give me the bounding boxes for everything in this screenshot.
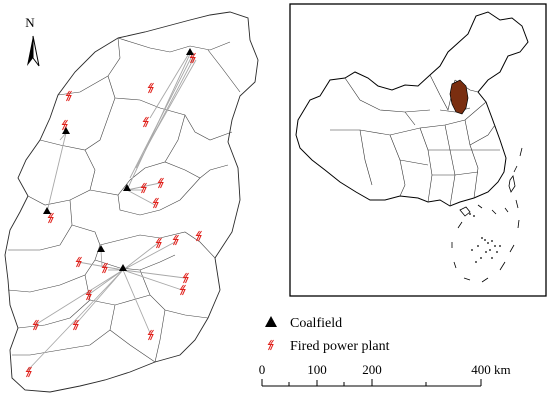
power-plant-marker (156, 237, 162, 249)
legend: Coalfield Fired power plant (265, 316, 390, 354)
power-plant-marker (180, 284, 186, 296)
province-map (4, 11, 259, 393)
north-arrow-icon (27, 36, 33, 66)
power-plant-marker (183, 272, 189, 284)
scale-tick-0: 0 (259, 362, 266, 377)
scale-tick-200: 200 (362, 362, 382, 377)
coalfield-marker (43, 207, 51, 214)
power-plant-marker (86, 289, 92, 301)
power-plant-marker (143, 116, 149, 128)
south-sea-islands (469, 213, 501, 263)
district-boundaries (7, 37, 241, 363)
power-plant-marker (102, 262, 108, 274)
scale-bar-line (261, 379, 482, 387)
power-plant-marker (196, 230, 202, 242)
power-plant-marker (158, 177, 164, 189)
coalfield-marker (119, 264, 127, 271)
coal-plant-links (27, 53, 197, 371)
power-plant-marker (66, 90, 72, 102)
power-plant-marker (148, 82, 154, 94)
inset-frame (289, 3, 547, 297)
power-plant-marker (141, 182, 147, 194)
north-arrow: N (25, 15, 40, 67)
power-plant-marker (76, 256, 82, 268)
scale-unit: km (494, 362, 511, 377)
legend-power-plant-label: Fired power plant (290, 339, 390, 354)
inset-map (289, 3, 547, 297)
province-boundary (4, 11, 259, 393)
south-sea-border (451, 147, 523, 283)
coalfield-markers (43, 48, 194, 271)
north-label: N (25, 15, 35, 30)
lightning-icon (268, 339, 274, 351)
scale-tick-400: 400 (471, 362, 491, 377)
china-outline (295, 11, 529, 207)
coalfield-marker (186, 48, 194, 55)
coalfield-marker (123, 184, 131, 191)
power-plant-marker (173, 234, 179, 246)
power-plant-marker (33, 319, 39, 331)
coalfield-marker (97, 245, 105, 252)
coalfield-marker (62, 127, 70, 134)
inset-province-boundaries (330, 74, 500, 207)
scale-bar: 0 100 200 400 km (259, 362, 511, 387)
power-plant-marker (26, 366, 32, 378)
power-plant-marker (153, 197, 159, 209)
legend-coalfield-label: Coalfield (290, 316, 342, 331)
triangle-icon (265, 316, 277, 327)
scale-tick-100: 100 (307, 362, 327, 377)
highlighted-province (449, 79, 469, 115)
power-plant-marker (48, 212, 54, 224)
